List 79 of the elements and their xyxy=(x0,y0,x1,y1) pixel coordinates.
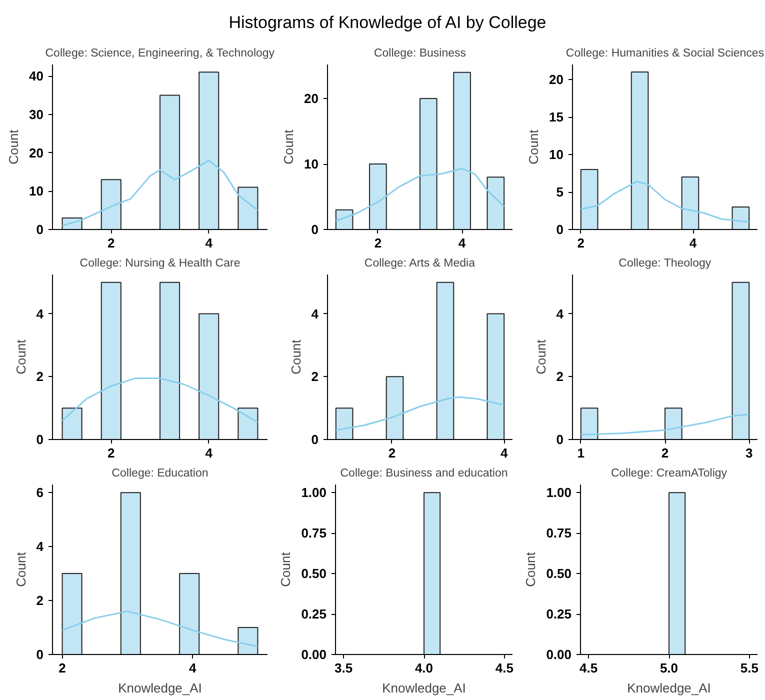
chart-title: College: Business and education xyxy=(340,468,508,480)
x-tick-label: 2 xyxy=(58,660,66,676)
x-tick-label: 4 xyxy=(205,236,214,250)
y-tick-label: 10 xyxy=(549,147,564,162)
y-tick-label: 0.25 xyxy=(546,606,572,622)
chart-title: College: Business xyxy=(374,48,466,60)
chart-title: College: Arts & Media xyxy=(364,258,476,270)
x-tick-label: 4 xyxy=(205,446,214,460)
y-axis-title: Count xyxy=(13,339,28,374)
x-tick-label: 2 xyxy=(577,236,585,250)
y-tick-label: 15 xyxy=(549,110,564,124)
y-tick-label: 0 xyxy=(311,432,319,447)
x-tick-label: 2 xyxy=(108,446,115,460)
x-tick-label: 1 xyxy=(577,446,585,460)
x-tick-label: 3 xyxy=(745,446,753,460)
x-tick-label: 4 xyxy=(458,236,466,250)
y-tick-label: 0.75 xyxy=(301,526,327,541)
y-tick-label: 0.25 xyxy=(301,606,327,622)
x-tick-label: 2 xyxy=(388,446,396,460)
y-axis-title: Count xyxy=(533,339,548,374)
y-tick-label: 0 xyxy=(311,222,319,237)
y-axis-title: Count xyxy=(281,129,296,164)
x-tick-label: 4 xyxy=(500,446,508,460)
y-tick-label: 2 xyxy=(36,369,44,384)
y-tick-label: 0.50 xyxy=(301,566,327,582)
y-tick-label: 1.00 xyxy=(301,485,327,500)
y-tick-label: 4 xyxy=(311,306,320,322)
y-axis-title: Count xyxy=(13,552,28,587)
y-tick-label: 0 xyxy=(36,432,44,447)
chart-title: College: CreamAToligy xyxy=(610,468,728,480)
x-tick-label: 2 xyxy=(374,236,382,250)
y-axis-title: Count xyxy=(288,339,304,374)
y-tick-label: 20 xyxy=(549,72,564,87)
chart-title: College: Nursing & Health Care xyxy=(80,258,240,270)
chart-title: College: Humanities & Social Sciences xyxy=(566,48,764,60)
y-tick-label: 0.00 xyxy=(546,647,572,662)
y-tick-label: 0.75 xyxy=(546,526,572,541)
x-tick-label: 4.5 xyxy=(580,660,598,676)
y-tick-label: 2 xyxy=(556,369,564,384)
x-axis-title: Knowledge_AI xyxy=(118,680,202,696)
y-tick-label: 2 xyxy=(36,593,44,608)
chart-title: College: Theology xyxy=(618,258,712,270)
y-tick-label: 4 xyxy=(36,539,44,554)
y-tick-label: 0.00 xyxy=(301,647,327,662)
y-axis-title: Count xyxy=(523,552,538,587)
y-tick-label: 5 xyxy=(556,184,564,200)
x-tick-label: 2 xyxy=(661,446,669,460)
y-tick-label: 0 xyxy=(556,222,564,237)
x-tick-label: 4 xyxy=(188,660,197,676)
y-tick-label: 0 xyxy=(556,432,564,447)
y-tick-label: 2 xyxy=(311,369,319,384)
y-tick-label: 4 xyxy=(556,306,564,322)
y-axis-title: Count xyxy=(526,129,542,164)
chart-title: College: Science, Engineering, & Technology xyxy=(45,48,275,60)
text: Histograms of Knowledge of AI by College xyxy=(228,12,546,34)
y-axis-title: Count xyxy=(6,129,22,164)
y-tick-label: 10 xyxy=(29,184,44,199)
x-tick-label: 5.5 xyxy=(740,660,758,676)
y-tick-label: 0 xyxy=(36,647,44,662)
y-tick-label: 1.00 xyxy=(546,485,572,500)
x-tick-label: 4 xyxy=(689,236,698,250)
y-tick-label: 20 xyxy=(304,91,319,106)
y-tick-label: 0.50 xyxy=(546,566,572,582)
y-tick-label: 30 xyxy=(29,106,44,122)
y-tick-label: 40 xyxy=(29,68,44,84)
x-tick-label: 3.5 xyxy=(334,660,353,676)
x-tick-label: 4.5 xyxy=(495,660,514,676)
chart-title: College: Education xyxy=(112,468,208,480)
y-tick-label: 20 xyxy=(29,145,44,160)
y-tick-label: 10 xyxy=(304,156,319,172)
y-axis-title: Count xyxy=(278,552,294,587)
x-tick-label: 5.0 xyxy=(660,660,678,676)
x-axis-title: Knowledge_AI xyxy=(382,680,466,696)
x-tick-label: 4.0 xyxy=(414,660,434,676)
x-tick-label: 2 xyxy=(108,236,115,250)
y-tick-label: 4 xyxy=(36,306,44,322)
x-axis-title: Knowledge_AI xyxy=(627,680,711,696)
y-tick-label: 6 xyxy=(36,485,44,500)
y-tick-label: 0 xyxy=(36,222,44,237)
